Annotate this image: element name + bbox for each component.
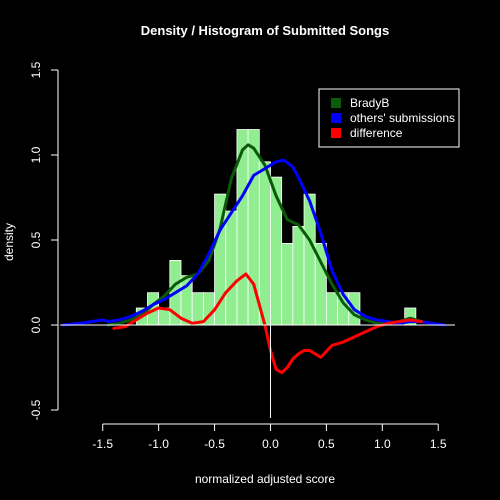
legend-swatch bbox=[331, 98, 341, 108]
histogram-bar bbox=[258, 161, 271, 326]
histogram-bar bbox=[225, 210, 238, 326]
x-tick-label: 0.5 bbox=[318, 437, 335, 451]
density-curves bbox=[62, 143, 446, 375]
series-line-bradyb bbox=[106, 143, 423, 327]
x-tick-label: 1.5 bbox=[430, 437, 447, 451]
legend-label: others' submissions bbox=[350, 111, 455, 125]
histogram-bar bbox=[292, 225, 305, 326]
chart-title: Density / Histogram of Submitted Songs bbox=[141, 23, 389, 38]
histogram-bar bbox=[281, 242, 294, 326]
x-tick-label: 1.0 bbox=[374, 437, 391, 451]
x-tick-label: -1.5 bbox=[92, 437, 113, 451]
y-tick-label: 1.5 bbox=[29, 61, 43, 78]
series-line-others-submissions bbox=[62, 158, 446, 327]
legend-swatch bbox=[331, 113, 341, 123]
x-axis-label: normalized adjusted score bbox=[195, 472, 335, 486]
y-tick-label: -0.5 bbox=[29, 399, 43, 420]
legend-swatch bbox=[331, 128, 341, 138]
y-tick-label: 0.0 bbox=[29, 316, 43, 333]
legend-label: BradyB bbox=[350, 96, 389, 110]
histogram-bar bbox=[191, 292, 204, 326]
x-tick-label: -1.0 bbox=[148, 437, 169, 451]
axes: -0.5 0.0 0.5 1.0 1.5 -1.5 -1.0 -0.5 0.0 0.5 1.0 1.5 bbox=[29, 61, 455, 451]
y-axis-label: density bbox=[2, 223, 16, 261]
series-line-difference bbox=[112, 272, 423, 375]
y-tick-label: 0.5 bbox=[29, 231, 43, 248]
y-tick-label: 1.0 bbox=[29, 146, 43, 163]
legend-box bbox=[318, 88, 460, 148]
legend-label: difference bbox=[350, 126, 403, 140]
x-tick-label: -0.5 bbox=[204, 437, 225, 451]
histogram-bar bbox=[270, 176, 283, 326]
histogram-bar bbox=[325, 292, 338, 326]
x-tick-label: 0.0 bbox=[262, 437, 279, 451]
